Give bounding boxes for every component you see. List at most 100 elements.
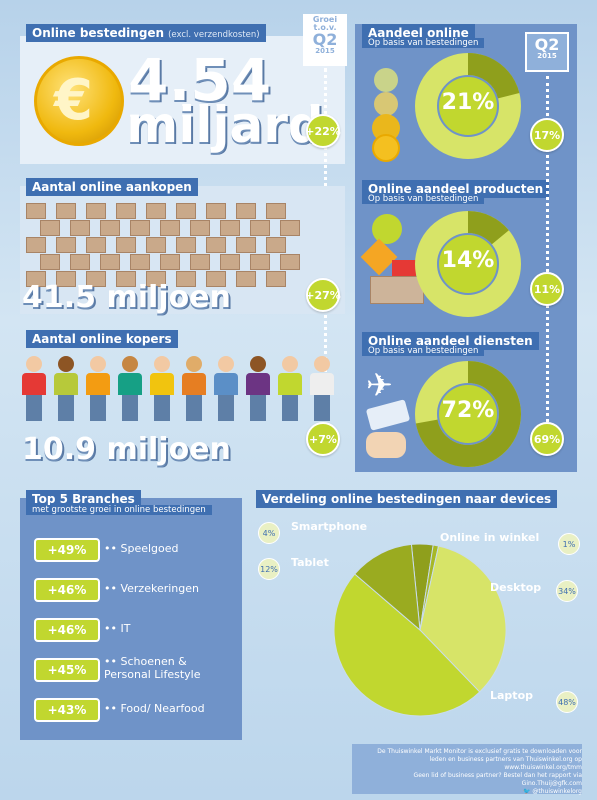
package-icon [176, 203, 196, 219]
package-icon [250, 254, 270, 270]
twitter-handle[interactable]: @thuiswinkelorg [532, 788, 582, 796]
package-icon [206, 237, 226, 253]
donut-share-products [415, 211, 521, 317]
package-icon [206, 203, 226, 219]
spending-growth: +22% [305, 114, 341, 148]
growth-year: 2015 [315, 47, 335, 55]
package-icon [146, 237, 166, 253]
spending-unit: miljard [126, 96, 324, 154]
person-icon [118, 356, 142, 426]
donut-share [415, 361, 521, 467]
donut-share-services [415, 361, 521, 467]
device-pct: 4% [258, 522, 280, 544]
buyers-growth: +7% [306, 422, 340, 456]
donut-center [439, 235, 497, 293]
share-services-sub: Op basis van bestedingen [362, 346, 485, 356]
coin-icon [34, 56, 124, 146]
buyers-value: 10.9 miljoen [22, 432, 231, 467]
q2-box-right: Q2 2015 [525, 32, 569, 72]
footer-line2: leden en business partners van Thuiswink… [429, 756, 582, 772]
devices-pie [333, 543, 507, 717]
footer-panel [352, 744, 582, 794]
package-icon [146, 271, 166, 287]
footer-twitter[interactable]: 🐦 @thuiswinkelorg [356, 788, 582, 796]
q2-right-q: Q2 [534, 35, 560, 54]
footer-line1: De Thuiswinkel Markt Monitor is exclusie… [377, 748, 582, 755]
buyers-title: Aantal online kopers [26, 330, 178, 348]
branch-label: •• Food/ Nearfood [104, 702, 205, 715]
branch-pct: +49% [34, 538, 100, 562]
package-icon [160, 254, 180, 270]
person-icon [310, 356, 334, 426]
device-label: Desktop [490, 581, 542, 594]
package-icon [236, 271, 256, 287]
person-icon [150, 356, 174, 426]
package-icon [86, 203, 106, 219]
package-icon [146, 203, 166, 219]
device-label: Smartphone [291, 520, 368, 533]
donut-center [439, 385, 497, 443]
footer-text: De Thuiswinkel Markt Monitor is exclusie… [356, 748, 582, 797]
branches-title: Top 5 Branches [26, 490, 141, 508]
package-icon [160, 220, 180, 236]
branch-label: •• Schoenen & Personal Lifestyle [104, 655, 201, 681]
package-icon [220, 254, 240, 270]
share-services-growth: 69% [530, 422, 564, 456]
package-icon [176, 237, 196, 253]
package-icon [56, 271, 76, 287]
package-icon [236, 237, 256, 253]
branch-pct: +43% [34, 698, 100, 722]
euro-symbol: € [54, 68, 93, 133]
package-icon [280, 220, 300, 236]
branch-pct: +45% [34, 658, 100, 682]
growth-line2: t.o.v. [313, 23, 337, 32]
share-services-pct: 72% [441, 398, 495, 423]
pie-slice-desktop [419, 545, 507, 693]
growth-q: Q2 [312, 30, 338, 49]
purchases-title: Aantal online aankopen [26, 178, 198, 196]
share-online-sub: Op basis van bestedingen [362, 38, 485, 48]
footer-line3: Geen lid of business partner? Bestel dan… [413, 772, 582, 788]
package-icon [236, 203, 256, 219]
purchases-value: 41.5 miljoen [22, 280, 231, 315]
person-icon [246, 356, 270, 426]
share-online-pct: 21% [441, 90, 495, 115]
package-icon [56, 203, 76, 219]
donut-center [439, 77, 497, 135]
package-icon [26, 237, 46, 253]
package-icon [116, 203, 136, 219]
person-icon [182, 356, 206, 426]
plane-icon: ✈ [366, 366, 393, 404]
package-icon [26, 203, 46, 219]
branch-pct: +46% [34, 618, 100, 642]
device-pct: 34% [556, 580, 578, 602]
package-icon [40, 254, 60, 270]
device-pct: 12% [258, 558, 280, 580]
branches-sub: met grootste groei in online bestedingen [26, 505, 212, 515]
share-products-pct: 14% [441, 248, 495, 273]
share-products-sub: Op basis van bestedingen [362, 194, 485, 204]
growth-q2-box: Groei t.o.v. Q2 2015 [303, 14, 347, 66]
share-online-growth: 17% [530, 118, 564, 152]
handshake-icon [366, 432, 406, 458]
package-icon [190, 254, 210, 270]
package-icon [56, 237, 76, 253]
package-icon [100, 254, 120, 270]
device-label: Online in winkel [440, 531, 540, 544]
spending-subtitle: (excl. verzendkosten) [168, 30, 260, 40]
package-icon [40, 220, 60, 236]
package-icon [116, 271, 136, 287]
branch-pct: +46% [34, 578, 100, 602]
share-online-title: Aandeel online [362, 24, 475, 42]
package-icon [26, 271, 46, 287]
device-label: Laptop [490, 689, 533, 702]
branch-label: •• IT [104, 622, 131, 635]
share-services-title: Online aandeel diensten [362, 332, 539, 350]
package-icon [70, 254, 90, 270]
purchases-growth: +27% [305, 278, 341, 312]
package-icon [100, 220, 120, 236]
person-icon [86, 356, 110, 426]
donut-share [415, 53, 521, 159]
donut-share [415, 211, 521, 317]
person-icon [278, 356, 302, 426]
